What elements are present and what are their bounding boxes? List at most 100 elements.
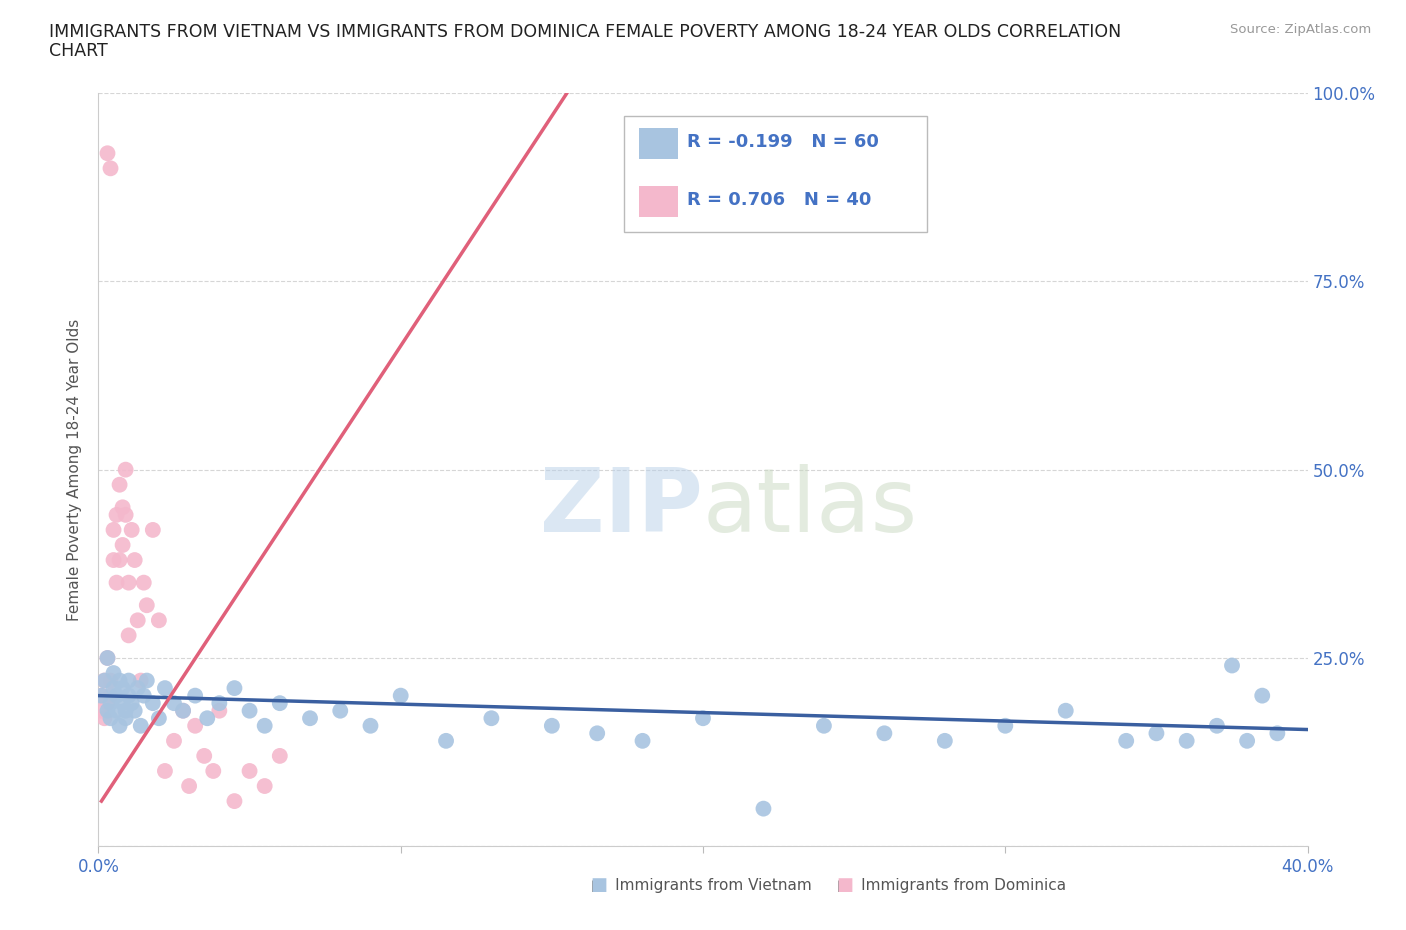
Point: [96, 651, 118, 666]
Point: [239, 764, 262, 778]
Point: [631, 734, 654, 749]
Point: [208, 703, 231, 718]
Point: [105, 703, 128, 718]
Point: [1054, 703, 1077, 718]
Point: [481, 711, 503, 725]
Point: [586, 726, 609, 741]
Point: [121, 523, 143, 538]
Point: [153, 764, 176, 778]
Point: [105, 688, 128, 703]
Point: [202, 764, 225, 778]
Point: [239, 703, 262, 718]
Point: [148, 711, 170, 725]
Point: [100, 161, 122, 176]
Point: [100, 711, 122, 725]
Point: [118, 673, 141, 688]
Point: [111, 696, 134, 711]
Point: [994, 718, 1017, 733]
Point: [100, 688, 122, 703]
Point: [114, 462, 136, 477]
Bar: [624, 115, 927, 232]
Point: [103, 552, 125, 567]
Point: [692, 711, 714, 725]
Text: ZIP: ZIP: [540, 464, 703, 551]
Point: [105, 508, 128, 523]
Point: [100, 696, 122, 711]
Point: [1175, 734, 1198, 749]
Point: [103, 666, 125, 681]
Point: [172, 703, 194, 718]
Point: [135, 673, 157, 688]
Text: ■  Immigrants from Vietnam: ■ Immigrants from Vietnam: [591, 878, 811, 893]
Point: [153, 681, 176, 696]
Point: [172, 703, 194, 718]
Point: [114, 711, 136, 725]
Point: [184, 718, 207, 733]
Point: [934, 734, 956, 749]
Point: [129, 673, 152, 688]
Point: [114, 703, 136, 718]
Point: [90, 688, 112, 703]
Point: [103, 523, 125, 538]
Point: [114, 508, 136, 523]
Point: [1115, 734, 1137, 749]
Point: [111, 538, 134, 552]
Point: [752, 802, 775, 817]
Point: [253, 718, 276, 733]
Point: [179, 778, 201, 793]
Text: atlas: atlas: [703, 464, 918, 551]
Point: [253, 778, 276, 793]
Point: [124, 703, 146, 718]
Point: [132, 688, 155, 703]
Point: [193, 749, 215, 764]
Text: R = -0.199   N = 60: R = -0.199 N = 60: [688, 133, 879, 151]
Point: [132, 575, 155, 591]
Point: [269, 749, 291, 764]
Point: [118, 575, 141, 591]
Point: [163, 734, 186, 749]
Point: [163, 696, 186, 711]
Text: CHART: CHART: [49, 42, 108, 60]
Point: [1267, 726, 1289, 741]
Point: [127, 613, 149, 628]
Point: [108, 673, 131, 688]
Point: [1206, 718, 1229, 733]
Point: [111, 681, 134, 696]
Text: Source: ZipAtlas.com: Source: ZipAtlas.com: [1230, 23, 1371, 36]
Point: [118, 628, 141, 643]
Point: [108, 552, 131, 567]
Point: [873, 726, 896, 741]
Point: [1144, 726, 1167, 741]
Point: [129, 718, 152, 733]
Point: [118, 688, 141, 703]
Point: [100, 673, 122, 688]
Text: ■  Immigrants from Dominica: ■ Immigrants from Dominica: [837, 878, 1066, 893]
Point: [108, 477, 131, 492]
Point: [1236, 734, 1258, 749]
Point: [142, 523, 165, 538]
Point: [90, 703, 112, 718]
Point: [103, 681, 125, 696]
Text: IMMIGRANTS FROM VIETNAM VS IMMIGRANTS FROM DOMINICA FEMALE POVERTY AMONG 18-24 Y: IMMIGRANTS FROM VIETNAM VS IMMIGRANTS FR…: [49, 23, 1122, 41]
Point: [540, 718, 562, 733]
Point: [1220, 658, 1243, 673]
Point: [96, 146, 118, 161]
Point: [93, 673, 115, 688]
Point: [195, 711, 218, 725]
Point: [389, 688, 412, 703]
Point: [184, 688, 207, 703]
Point: [96, 696, 118, 711]
Y-axis label: Female Poverty Among 18-24 Year Olds: Female Poverty Among 18-24 Year Olds: [67, 318, 83, 621]
Text: R = 0.706   N = 40: R = 0.706 N = 40: [688, 191, 872, 209]
Point: [208, 696, 231, 711]
Point: [124, 552, 146, 567]
Point: [299, 711, 322, 725]
Point: [813, 718, 835, 733]
Point: [269, 696, 291, 711]
Point: [121, 696, 143, 711]
Point: [434, 734, 457, 749]
Point: [96, 651, 118, 666]
Point: [224, 793, 246, 808]
Bar: [638, 186, 678, 218]
Text: ■: ■: [837, 876, 853, 895]
